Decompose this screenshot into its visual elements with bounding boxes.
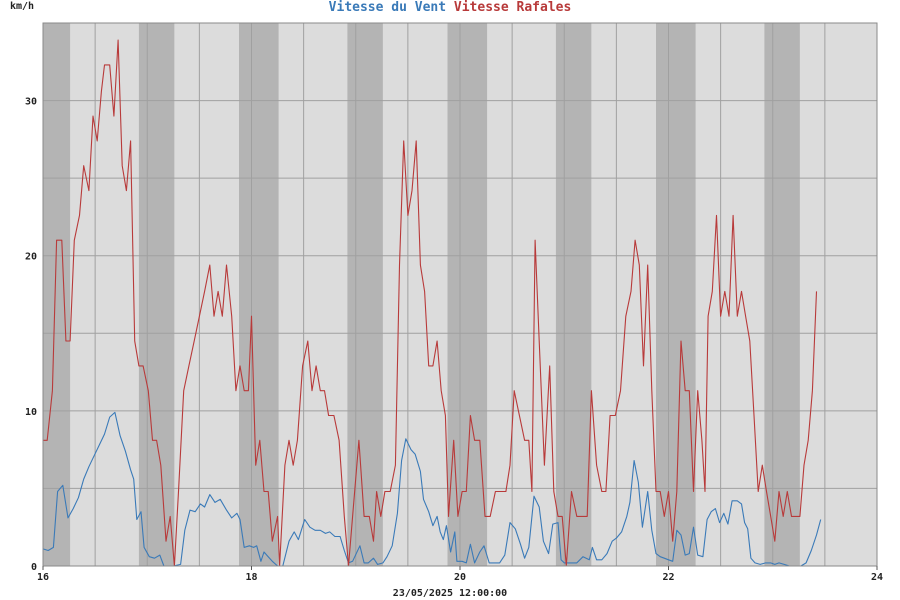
title-gust-label: Vitesse Rafales: [453, 0, 572, 15]
night-bands: [43, 23, 800, 566]
wind-speed-line: [42, 411, 822, 567]
x-tick-labels: 16 18 20 22 24: [37, 566, 883, 583]
x-tick-label: 18: [245, 572, 257, 583]
night-band: [555, 23, 592, 566]
y-tick-label: 10: [25, 407, 37, 418]
title-wind-label: Vitesse du Vent: [328, 0, 447, 15]
chart-title: Vitesse du Vent Vitesse Rafales: [0, 0, 900, 16]
x-tick-label: 20: [454, 572, 466, 583]
gust-speed-line: [43, 39, 818, 567]
y-axis-unit-label: km/h: [10, 1, 35, 12]
timestamp-label: 23/05/2025 12:00:00: [392, 588, 508, 599]
grid-lines: [43, 22, 877, 566]
night-band: [347, 23, 383, 566]
y-tick-label: 30: [25, 97, 37, 108]
night-band: [238, 23, 279, 566]
night-band: [43, 23, 71, 566]
night-band: [138, 23, 175, 566]
x-tick-label: 22: [662, 572, 674, 583]
night-band: [764, 23, 800, 566]
y-tick-label: 0: [31, 562, 37, 573]
x-tick-label: 16: [37, 572, 49, 583]
night-band: [447, 23, 488, 566]
series-group: [42, 39, 822, 567]
night-band: [655, 23, 696, 566]
y-tick-labels: 0 10 20 30: [25, 97, 37, 573]
y-tick-label: 20: [25, 252, 37, 263]
x-tick-label: 24: [871, 572, 883, 583]
